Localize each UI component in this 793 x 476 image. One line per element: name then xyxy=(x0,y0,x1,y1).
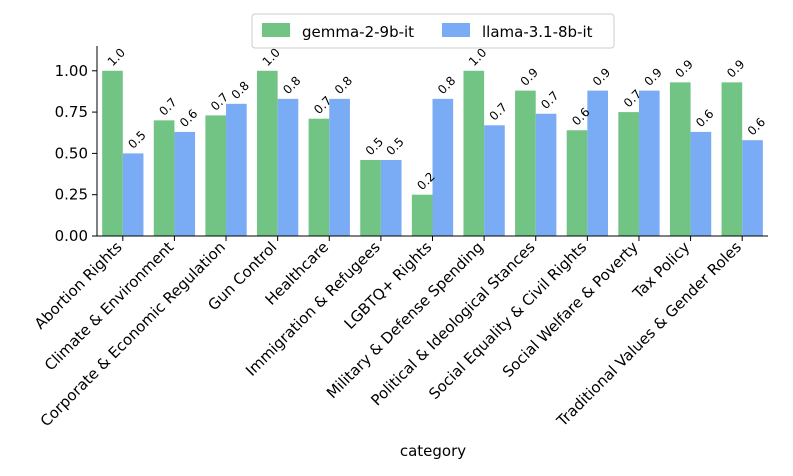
legend-label-llama: llama-3.1-8b-it xyxy=(482,23,593,41)
y-tick-label: 0.25 xyxy=(55,186,88,204)
y-axis: 0.00 0.25 0.50 0.75 1.00 xyxy=(55,46,98,245)
bar-gemma xyxy=(257,70,278,236)
bar-llama xyxy=(484,125,505,236)
data-label: 0.8 xyxy=(435,74,458,97)
legend-swatch-llama xyxy=(442,23,470,37)
data-label: 0.9 xyxy=(590,65,613,88)
bar-llama xyxy=(535,113,557,236)
data-label: 0.6 xyxy=(693,107,716,130)
data-label: 0.9 xyxy=(724,57,747,80)
bar-llama xyxy=(587,90,608,236)
bar-gemma xyxy=(153,120,175,236)
x-tick-label: Abortion Rights xyxy=(31,238,126,333)
legend-swatch-gemma xyxy=(262,23,290,37)
bar-llama xyxy=(638,90,660,236)
bar-llama xyxy=(329,98,350,237)
data-label: 0.9 xyxy=(642,65,665,88)
data-label: 0.5 xyxy=(383,135,406,158)
data-label: 0.9 xyxy=(672,57,695,80)
data-label: 0.8 xyxy=(332,74,355,97)
x-tick-label: Traditional Values & Gender Roles xyxy=(552,238,745,431)
bar-llama xyxy=(226,103,247,236)
bar-gemma xyxy=(308,118,330,236)
bars-group xyxy=(102,70,763,237)
bar-llama xyxy=(174,131,196,236)
x-tick-label: Corporate & Economic Regulation xyxy=(37,238,229,430)
bar-gemma xyxy=(102,70,123,236)
bar-gemma xyxy=(618,112,639,236)
bar-llama xyxy=(380,160,402,236)
bar-gemma xyxy=(566,130,588,236)
legend-frame xyxy=(251,13,615,49)
data-label: 0.6 xyxy=(177,107,200,130)
data-label: 0.6 xyxy=(745,115,768,138)
bar-llama xyxy=(742,140,763,236)
y-tick-label: 1.00 xyxy=(55,62,88,80)
bar-gemma xyxy=(669,82,691,236)
bar-gemma xyxy=(360,160,381,236)
data-label: 0.9 xyxy=(518,65,541,88)
bar-gemma xyxy=(205,115,227,236)
bar-gemma xyxy=(515,90,536,236)
bar-gemma xyxy=(411,194,433,236)
data-label: 0.7 xyxy=(538,88,561,111)
bar-llama xyxy=(122,153,144,236)
y-tick-label: 0.75 xyxy=(55,103,88,121)
y-tick-label: 0.50 xyxy=(55,144,88,162)
bar-llama xyxy=(432,98,454,237)
bar-gemma xyxy=(721,82,743,236)
data-label: 0.5 xyxy=(125,128,148,151)
legend: gemma-2-9b-it llama-3.1-8b-it xyxy=(251,13,615,49)
bar-gemma xyxy=(463,70,485,236)
data-label: 0.7 xyxy=(487,100,510,123)
data-label: 0.7 xyxy=(156,95,179,118)
data-label: 1.0 xyxy=(105,46,128,69)
bar-llama xyxy=(690,131,712,236)
x-tick-label: LGBTQ+ Rights xyxy=(341,238,436,333)
data-label: 0.8 xyxy=(229,79,252,102)
data-label: 1.0 xyxy=(466,46,489,69)
x-axis-title: category xyxy=(400,442,466,460)
data-label: 0.8 xyxy=(280,74,303,97)
legend-label-gemma: gemma-2-9b-it xyxy=(302,23,414,41)
bar-llama xyxy=(277,98,299,237)
y-tick-label: 0.00 xyxy=(55,227,88,245)
data-label: 0.5 xyxy=(363,135,386,158)
data-label: 1.0 xyxy=(260,46,283,69)
